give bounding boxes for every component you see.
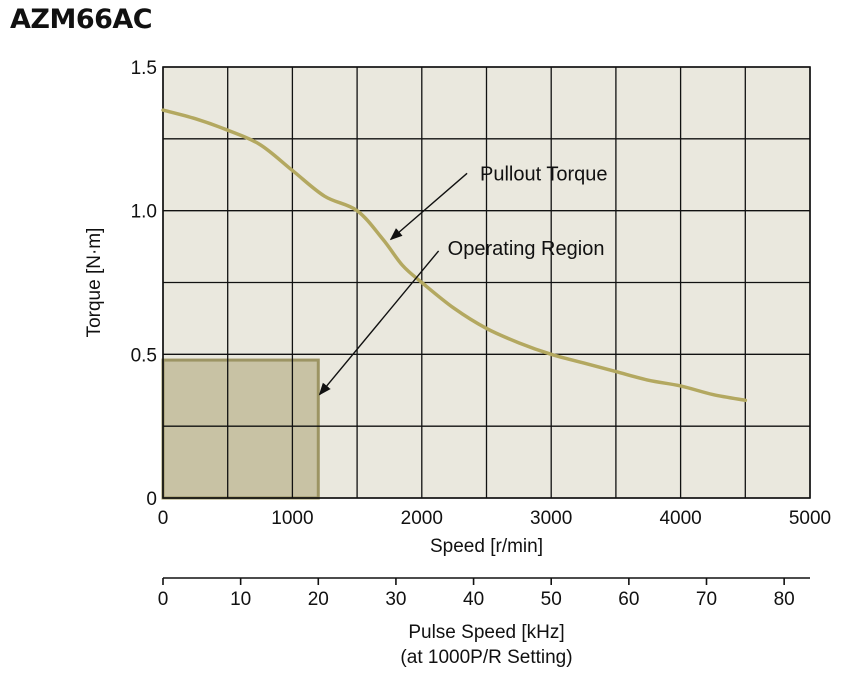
operating-region-layer	[161, 358, 320, 500]
annotations: Pullout Torque Operating Region	[318, 163, 608, 396]
secondary-tick-label: 40	[463, 589, 484, 610]
secondary-x-axis-label: Pulse Speed [kHz]	[408, 622, 564, 643]
operating-region-area	[161, 358, 320, 500]
y-tick-label: 1.0	[131, 202, 157, 223]
y-tick-label: 1.5	[131, 58, 157, 79]
x-tick-label: 1000	[271, 508, 313, 529]
secondary-tick-label: 80	[774, 589, 795, 610]
secondary-tick-label: 60	[618, 589, 639, 610]
x-tick-label: 3000	[530, 508, 572, 529]
secondary-tick-label: 10	[230, 589, 251, 610]
pullout-torque-arrow	[389, 172, 468, 241]
pullout-torque-annotation: Pullout Torque	[480, 163, 608, 185]
x-axis-ticks: 0 1000 2000 3000 4000 5000	[158, 508, 831, 529]
secondary-tick-label: 30	[385, 589, 406, 610]
x-axis-label: Speed [r/min]	[430, 536, 543, 557]
y-axis-ticks: 0 0.5 1.0 1.5	[131, 58, 157, 510]
x-tick-label: 2000	[401, 508, 443, 529]
secondary-tick-label: 20	[308, 589, 329, 610]
operating-region-annotation: Operating Region	[448, 238, 605, 260]
y-tick-label: 0.5	[131, 345, 157, 366]
x-tick-label: 0	[158, 508, 169, 529]
x-tick-label: 5000	[789, 508, 831, 529]
x-tick-label: 4000	[659, 508, 701, 529]
pullout-torque-layer	[161, 108, 748, 403]
y-axis-label: Torque [N·m]	[84, 228, 105, 338]
y-tick-label: 0	[146, 489, 157, 510]
plot-border	[162, 66, 811, 499]
secondary-tick-label: 70	[696, 589, 717, 610]
secondary-x-axis-note: (at 1000P/R Setting)	[400, 647, 572, 668]
operating-region-arrow	[318, 250, 440, 396]
pullout-torque-curve	[161, 108, 748, 403]
secondary-x-axis: 0 10 20 30 40 50 60 70 80	[158, 577, 810, 610]
secondary-tick-label: 50	[541, 589, 562, 610]
page-title: AZM66AC	[10, 4, 153, 35]
grid	[162, 66, 811, 499]
secondary-tick-label: 0	[158, 589, 169, 610]
